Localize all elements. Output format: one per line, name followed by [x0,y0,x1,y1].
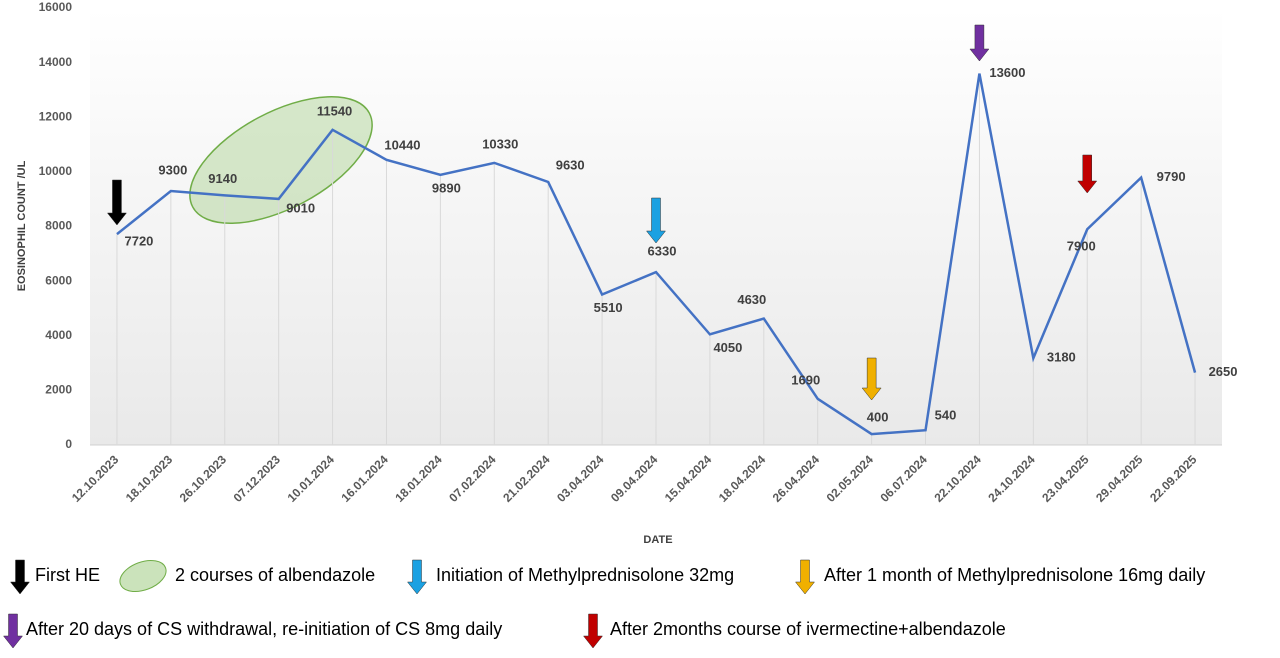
value-label: 9890 [432,180,461,195]
value-label: 7720 [124,234,153,249]
x-tick-label: 09.04.2024 [608,452,661,505]
y-tick-label: 12000 [39,109,73,123]
x-tick-label: 16.01.2024 [338,452,391,505]
value-label: 9140 [208,171,237,186]
value-label: 1690 [791,372,820,387]
y-tick-label: 0 [65,437,72,451]
legend-label: First HE [35,565,100,585]
legend-ellipse [119,559,167,593]
x-tick-label: 03.04.2024 [554,452,607,505]
y-tick-label: 16000 [39,0,73,14]
data-line [116,73,1197,436]
annotation-arrow [969,24,990,62]
legend-arrow [2,613,24,649]
value-label: 9300 [158,162,187,177]
annotation-arrow [645,197,667,244]
legend-arrow [9,559,31,595]
value-label: 9010 [286,200,315,215]
x-tick-label: 18.01.2024 [392,452,445,505]
y-tick-label: 4000 [45,328,72,342]
x-tick-label: 02.05.2024 [824,452,877,505]
legend-arrow [794,559,816,595]
value-label: 10330 [482,136,518,151]
x-tick-label: 22.09.2025 [1147,452,1200,505]
x-tick-label: 21.02.2024 [500,452,553,505]
x-tick-label: 18.10.2023 [123,452,176,505]
x-tick-label: 07.12.2023 [231,452,284,505]
legend-arrow [582,613,604,649]
legend-arrow [406,559,428,595]
value-label: 9790 [1157,169,1186,184]
x-tick-label: 12.10.2023 [69,452,122,505]
value-label: 3180 [1047,350,1076,365]
albendazole-ellipse [189,96,373,224]
value-label: 7900 [1067,239,1096,254]
value-label: 10440 [384,137,420,152]
x-tick-label: 23.04.2025 [1039,452,1092,505]
x-tick-label: 26.10.2023 [177,452,230,505]
x-tick-label: 29.04.2025 [1093,452,1146,505]
value-label: 540 [935,408,957,423]
value-label: 4050 [713,340,742,355]
y-tick-label: 14000 [39,55,73,69]
y-axis-title: EOSINOPHIL COUNT /UL [16,160,28,291]
y-tick-label: 10000 [39,164,73,178]
legend-label: Initiation of Methylprednisolone 32mg [436,565,734,585]
annotation-arrow [1077,154,1098,194]
x-tick-label: 22.10.2024 [931,452,984,505]
value-label: 2650 [1209,364,1238,379]
x-tick-label: 06.07.2024 [878,452,931,505]
x-axis-title: DATE [643,534,672,546]
x-tick-label: 24.10.2024 [985,452,1038,505]
legend-label: After 2months course of ivermectine+albe… [610,619,1006,639]
x-tick-label: 07.02.2024 [446,452,499,505]
x-tick-label: 26.04.2024 [770,452,823,505]
legend-label: After 20 days of CS withdrawal, re-initi… [26,619,502,639]
value-label: 4630 [737,292,766,307]
y-tick-label: 2000 [45,383,72,397]
value-label: 400 [867,410,889,425]
x-tick-label: 10.01.2024 [285,452,338,505]
value-label: 11540 [317,103,352,118]
value-label: 6330 [648,244,677,259]
value-label: 5510 [594,300,623,315]
annotation-arrow [106,179,127,226]
y-tick-label: 6000 [45,273,72,287]
value-label: 9630 [556,157,585,172]
value-label: 13600 [989,65,1025,80]
legend-label: After 1 month of Methylprednisolone 16mg… [824,565,1205,585]
x-tick-label: 18.04.2024 [716,452,769,505]
y-tick-label: 8000 [45,219,72,233]
x-tick-label: 15.04.2024 [662,452,715,505]
annotation-arrow [861,357,882,401]
legend-label: 2 courses of albendazole [175,565,375,585]
